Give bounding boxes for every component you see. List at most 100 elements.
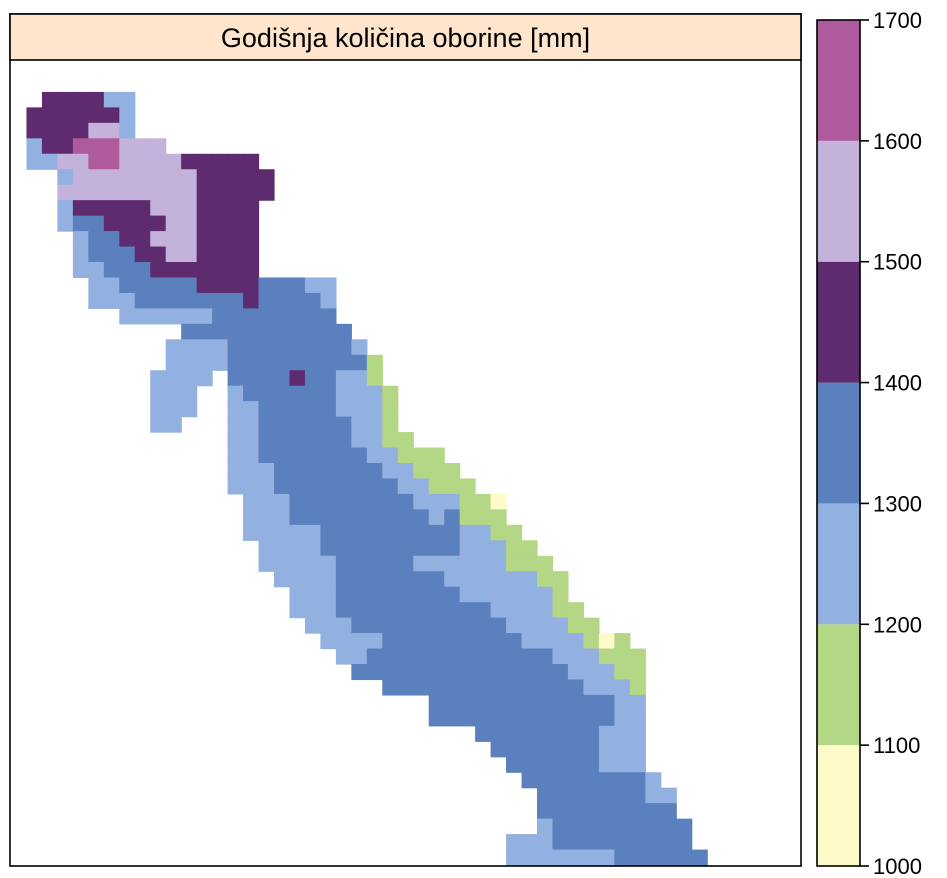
raster-cell [583,725,600,742]
raster-cell [304,447,322,464]
raster-cell [227,184,244,201]
raster-cell [413,555,430,572]
raster-cell [212,215,229,232]
raster-cell [366,509,383,526]
raster-cell [258,509,275,526]
raster-cell [645,849,662,866]
raster-cell [537,586,554,603]
raster-cell [397,432,414,449]
raster-cell [444,602,461,619]
raster-cell [181,262,198,279]
raster-cell [552,694,569,711]
raster-cell [165,215,182,232]
raster-cell [335,602,352,619]
raster-cell [506,834,523,851]
raster-cell [351,493,368,510]
raster-cell [366,555,383,572]
raster-cell [289,493,306,510]
raster-cell [459,664,476,681]
raster-cell [289,463,306,480]
raster-cell [413,493,430,510]
raster-cell [428,710,445,727]
raster-cell [598,818,615,835]
raster-cell [382,524,399,541]
raster-cell [552,648,569,665]
raster-cell [428,540,445,557]
raster-cell [444,710,461,727]
colorbar [817,20,860,866]
raster-cell [490,493,507,510]
raster-cell [614,664,631,681]
raster-cell [629,803,646,820]
raster-cell [335,524,352,541]
raster-cell [490,524,507,541]
raster-cell [676,818,693,835]
raster-cell [150,385,167,402]
colorbar-tick-label: 1500 [873,250,922,275]
raster-cell [41,138,59,155]
raster-cell [165,231,182,248]
raster-cell [304,478,322,495]
raster-cell [88,184,105,201]
raster-cell [227,323,244,340]
colorbar-segment [817,382,860,504]
raster-cell [444,617,461,634]
raster-cell [552,772,569,789]
raster-cell [212,354,229,371]
raster-cell [366,370,383,387]
raster-cell [475,586,492,603]
raster-cell [660,834,677,851]
raster-cell [304,277,322,294]
raster-cell [243,370,260,387]
raster-cell [72,246,89,263]
raster-cell [459,571,476,588]
raster-cell [475,617,492,634]
raster-cell [212,153,229,170]
raster-cell [521,834,538,851]
colorbar-frame [816,19,861,867]
raster-cell [165,416,182,433]
raster-cell [227,200,244,217]
raster-cell [490,679,507,696]
raster-cell [537,664,554,681]
raster-cell [26,122,43,139]
raster-cell [72,262,89,279]
raster-cell [351,339,368,356]
raster-cell [227,385,244,402]
raster-cell [475,555,492,572]
raster-cell [258,555,275,572]
raster-cell [150,246,167,263]
raster-cell [552,803,569,820]
raster-cell [428,463,445,480]
raster-cell [397,555,414,572]
raster-cell [506,694,523,711]
raster-cell [366,664,383,681]
raster-cell [428,478,445,495]
colorbar-tick-label: 1600 [873,129,922,154]
raster-cell [459,710,476,727]
raster-cell [212,277,229,294]
raster-cell [567,648,585,665]
raster-cell [475,571,492,588]
raster-cell [289,401,306,418]
raster-cell [676,849,693,866]
raster-cell [521,725,538,742]
raster-cell [506,679,523,696]
raster-cell [506,756,523,773]
raster-cell [304,354,322,371]
raster-cell [274,493,291,510]
raster-cell [444,493,461,510]
raster-cell [274,463,291,480]
raster-cell [134,215,151,232]
raster-cell [274,432,291,449]
raster-cell [57,122,74,139]
raster-cell [26,107,43,124]
raster-cell [103,262,120,279]
raster-cell [537,571,554,588]
raster-cell [366,540,383,557]
raster-cell [335,463,352,480]
raster-cell [72,153,89,170]
raster-cell [598,849,615,866]
raster-cell [72,122,89,139]
raster-cell [212,200,229,217]
